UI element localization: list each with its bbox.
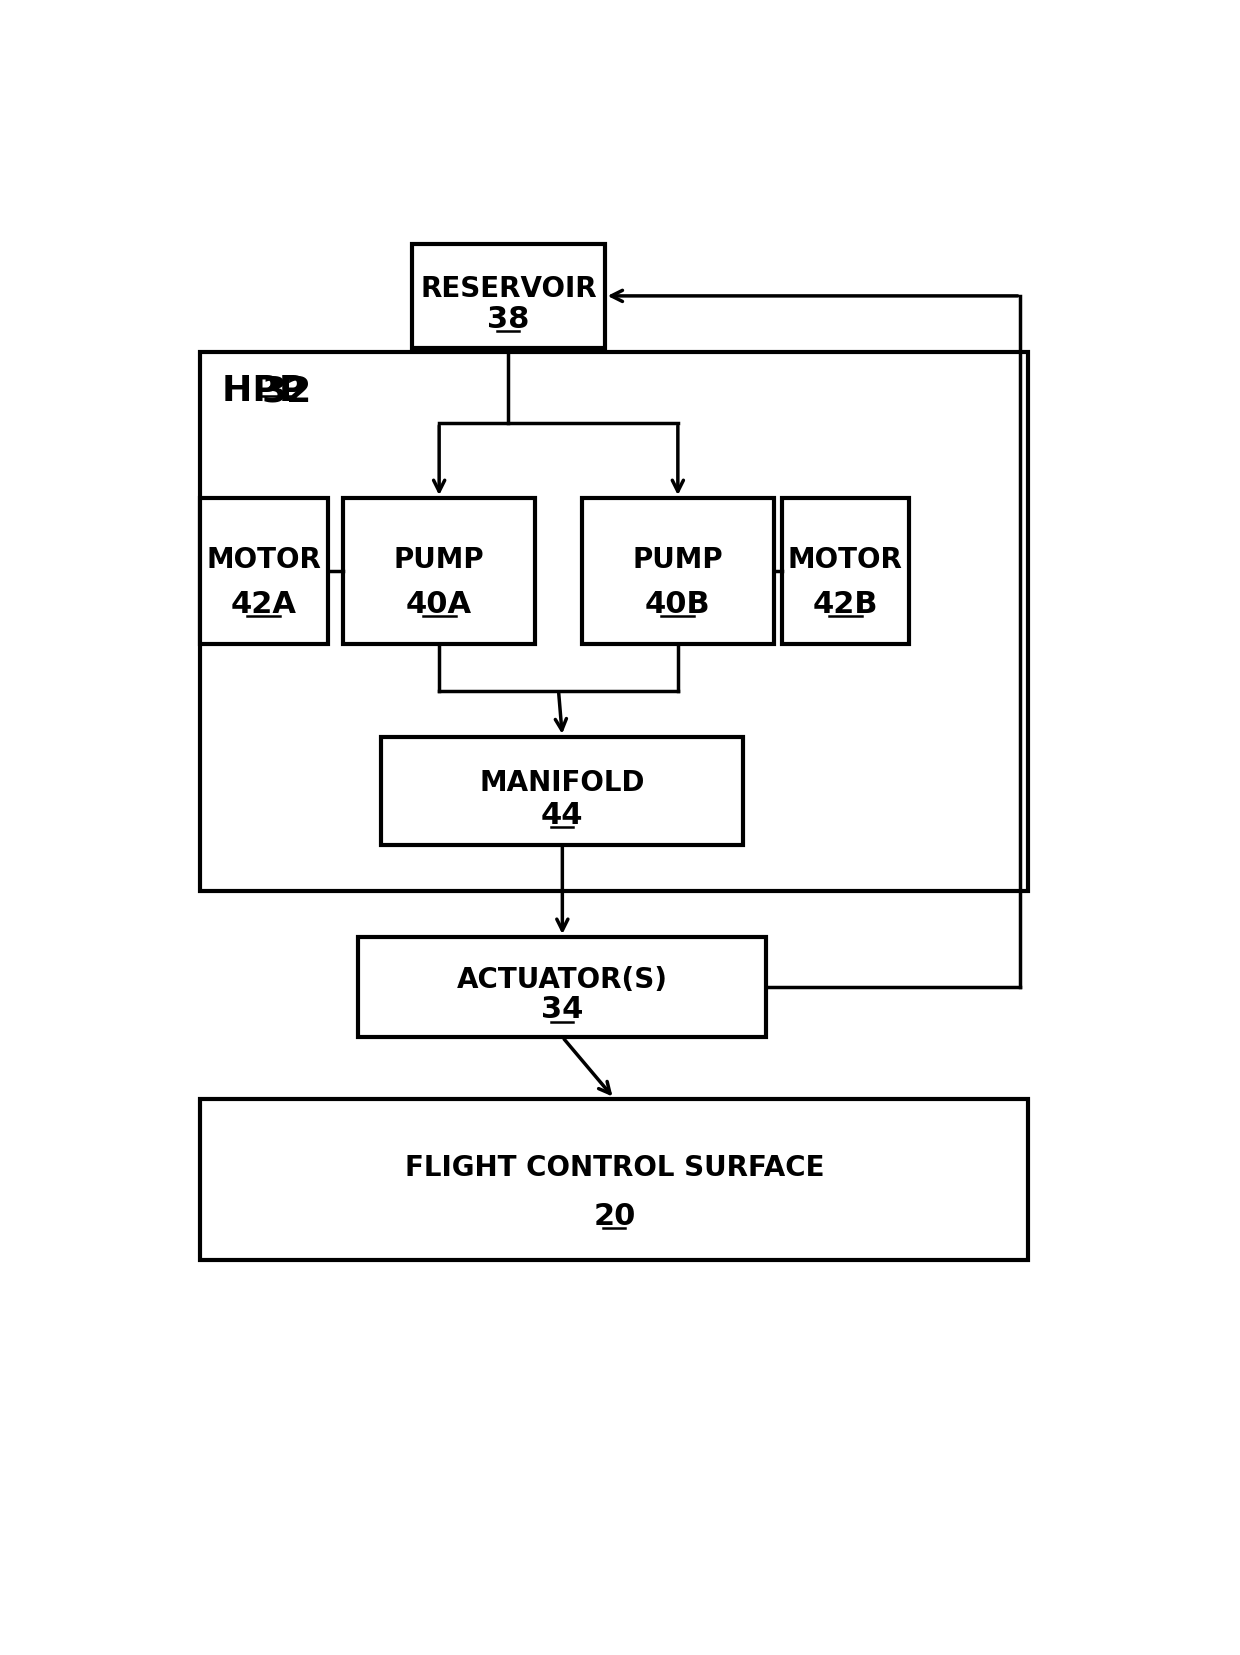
Text: 42B: 42B	[812, 589, 878, 619]
Text: 40B: 40B	[645, 589, 711, 619]
Text: PUMP: PUMP	[394, 546, 485, 574]
Text: 38: 38	[487, 305, 529, 334]
Text: 20: 20	[593, 1202, 636, 1230]
Text: 32: 32	[262, 374, 312, 409]
Text: ACTUATOR(S): ACTUATOR(S)	[456, 965, 668, 993]
Bar	[343, 498, 536, 645]
Text: FLIGHT CONTROL SURFACE: FLIGHT CONTROL SURFACE	[404, 1154, 825, 1180]
Text: 44: 44	[541, 801, 584, 829]
Text: 42A: 42A	[231, 589, 296, 619]
Bar	[201, 1099, 1028, 1261]
Bar	[781, 498, 909, 645]
Text: 34: 34	[541, 995, 584, 1024]
Text: MANIFOLD: MANIFOLD	[480, 768, 645, 796]
Text: MOTOR: MOTOR	[787, 546, 903, 574]
Text: MOTOR: MOTOR	[207, 546, 321, 574]
Text: RESERVOIR: RESERVOIR	[420, 275, 596, 303]
Bar	[382, 736, 743, 846]
Text: HPP: HPP	[222, 374, 317, 409]
Bar	[201, 498, 327, 645]
Bar	[412, 245, 605, 349]
Text: PUMP: PUMP	[632, 546, 723, 574]
Text: 40A: 40A	[405, 589, 472, 619]
Bar	[582, 498, 774, 645]
Bar	[358, 937, 766, 1038]
Bar	[201, 353, 1028, 890]
